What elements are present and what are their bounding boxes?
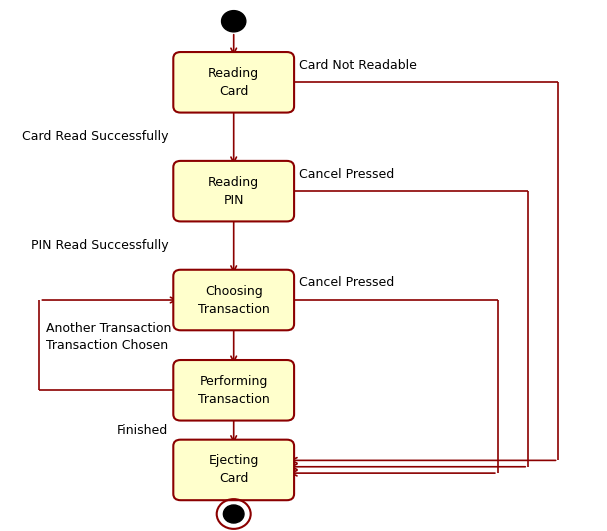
Text: Transaction Chosen: Transaction Chosen [46,339,168,352]
Text: Card Read Successfully: Card Read Successfully [22,130,168,143]
Circle shape [222,11,246,32]
FancyBboxPatch shape [174,440,294,500]
Text: Card Not Readable: Card Not Readable [299,59,417,72]
Text: PIN Read Successfully: PIN Read Successfully [31,239,168,252]
Text: Ejecting
Card: Ejecting Card [209,455,259,485]
Text: Cancel Pressed: Cancel Pressed [299,277,394,289]
Text: Performing
Transaction: Performing Transaction [198,375,270,406]
Text: Reading
PIN: Reading PIN [208,176,259,207]
FancyBboxPatch shape [174,360,294,421]
Text: Reading
Card: Reading Card [208,67,259,98]
Text: Cancel Pressed: Cancel Pressed [299,168,394,181]
Text: Finished: Finished [117,424,168,436]
Circle shape [223,505,244,523]
FancyBboxPatch shape [174,270,294,330]
Text: Choosing
Transaction: Choosing Transaction [198,285,270,315]
FancyBboxPatch shape [174,161,294,221]
Text: Another Transaction: Another Transaction [46,322,171,335]
FancyBboxPatch shape [174,52,294,113]
